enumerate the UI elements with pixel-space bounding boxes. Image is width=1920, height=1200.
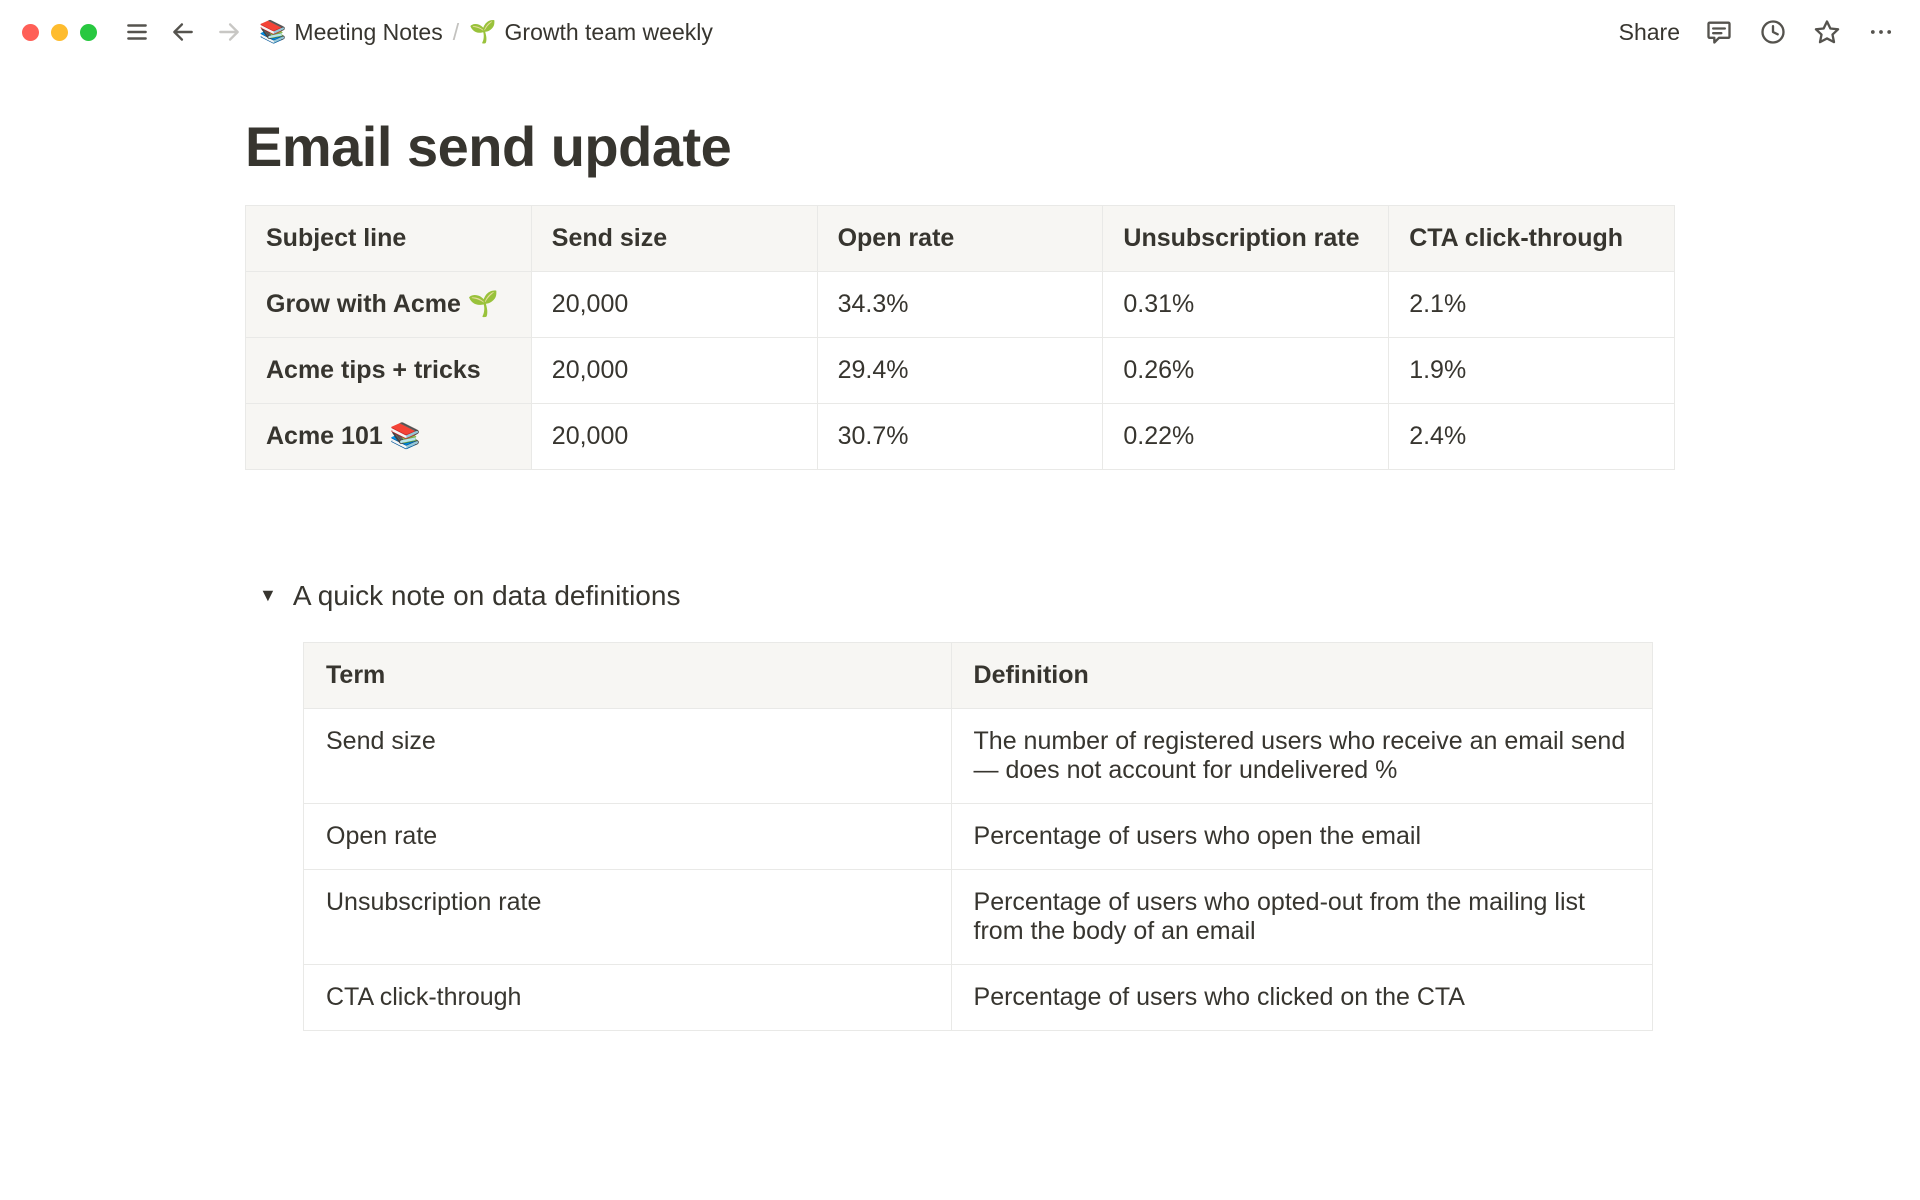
favorite-button[interactable]: [1812, 17, 1842, 47]
breadcrumb-parent-label: Meeting Notes: [294, 19, 442, 46]
star-icon: [1813, 18, 1841, 46]
table-row: CTA click-through Percentage of users wh…: [304, 965, 1653, 1031]
cell-open-rate: 29.4%: [817, 338, 1103, 404]
table-header-row: Subject line Send size Open rate Unsubsc…: [246, 206, 1675, 272]
toggle-label: A quick note on data definitions: [293, 580, 681, 612]
col-header-unsub-rate: Unsubscription rate: [1103, 206, 1389, 272]
cell-term: Unsubscription rate: [304, 870, 952, 965]
clock-icon: [1759, 18, 1787, 46]
col-header-open-rate: Open rate: [817, 206, 1103, 272]
table-row: Acme tips + tricks 20,000 29.4% 0.26% 1.…: [246, 338, 1675, 404]
col-header-term: Term: [304, 643, 952, 709]
cell-send-size: 20,000: [531, 404, 817, 470]
comment-icon: [1705, 18, 1733, 46]
page-content: Email send update Subject line Send size…: [245, 64, 1675, 1031]
cell-definition: Percentage of users who open the email: [951, 804, 1652, 870]
comments-button[interactable]: [1704, 17, 1734, 47]
table-row: Acme 101 📚 20,000 30.7% 0.22% 2.4%: [246, 404, 1675, 470]
seedling-icon: 🌱: [469, 21, 496, 43]
table-row: Grow with Acme 🌱 20,000 34.3% 0.31% 2.1%: [246, 272, 1675, 338]
cell-send-size: 20,000: [531, 272, 817, 338]
cell-unsub-rate: 0.31%: [1103, 272, 1389, 338]
window-minimize-button[interactable]: [51, 24, 68, 41]
app-window: 📚 Meeting Notes / 🌱 Growth team weekly S…: [0, 0, 1920, 1200]
breadcrumb-parent[interactable]: 📚 Meeting Notes: [259, 19, 443, 46]
email-metrics-table: Subject line Send size Open rate Unsubsc…: [245, 205, 1675, 470]
caret-down-icon: ▼: [259, 585, 277, 606]
cell-unsub-rate: 0.22%: [1103, 404, 1389, 470]
nav-forward-button[interactable]: [213, 16, 245, 48]
cell-term: Send size: [304, 709, 952, 804]
table-row: Send size The number of registered users…: [304, 709, 1653, 804]
breadcrumb-current-label: Growth team weekly: [505, 19, 713, 46]
arrow-right-icon: [216, 19, 242, 45]
definitions-table: Term Definition Send size The number of …: [303, 642, 1653, 1031]
cell-subject: Acme 101 📚: [246, 404, 532, 470]
cell-subject: Acme tips + tricks: [246, 338, 532, 404]
hamburger-icon: [124, 19, 150, 45]
toggle-header[interactable]: ▼ A quick note on data definitions: [259, 580, 1675, 612]
sidebar-toggle-button[interactable]: [121, 16, 153, 48]
arrow-left-icon: [170, 19, 196, 45]
window-controls: [22, 24, 97, 41]
cell-subject: Grow with Acme 🌱: [246, 272, 532, 338]
cell-cta: 1.9%: [1389, 338, 1675, 404]
cell-definition: Percentage of users who opted-out from t…: [951, 870, 1652, 965]
cell-cta: 2.4%: [1389, 404, 1675, 470]
breadcrumb-current[interactable]: 🌱 Growth team weekly: [469, 19, 713, 46]
toggle-block: ▼ A quick note on data definitions Term …: [259, 580, 1675, 1031]
cell-cta: 2.1%: [1389, 272, 1675, 338]
cell-definition: Percentage of users who clicked on the C…: [951, 965, 1652, 1031]
cell-open-rate: 30.7%: [817, 404, 1103, 470]
cell-send-size: 20,000: [531, 338, 817, 404]
more-button[interactable]: [1866, 17, 1896, 47]
topbar-right: Share: [1619, 17, 1896, 47]
breadcrumb: 📚 Meeting Notes / 🌱 Growth team weekly: [259, 19, 713, 46]
books-icon: 📚: [259, 21, 286, 43]
cell-definition: The number of registered users who recei…: [951, 709, 1652, 804]
window-maximize-button[interactable]: [80, 24, 97, 41]
nav-back-button[interactable]: [167, 16, 199, 48]
topbar-left: 📚 Meeting Notes / 🌱 Growth team weekly: [22, 16, 713, 48]
window-close-button[interactable]: [22, 24, 39, 41]
cell-term: Open rate: [304, 804, 952, 870]
table-row: Unsubscription rate Percentage of users …: [304, 870, 1653, 965]
ellipsis-icon: [1867, 18, 1895, 46]
col-header-cta: CTA click-through: [1389, 206, 1675, 272]
definitions-table-wrap: Term Definition Send size The number of …: [303, 642, 1675, 1031]
page-title: Email send update: [245, 114, 1675, 179]
table-row: Open rate Percentage of users who open t…: [304, 804, 1653, 870]
topbar: 📚 Meeting Notes / 🌱 Growth team weekly S…: [0, 0, 1920, 64]
col-header-send-size: Send size: [531, 206, 817, 272]
share-button[interactable]: Share: [1619, 19, 1680, 46]
col-header-subject: Subject line: [246, 206, 532, 272]
updates-button[interactable]: [1758, 17, 1788, 47]
col-header-definition: Definition: [951, 643, 1652, 709]
cell-open-rate: 34.3%: [817, 272, 1103, 338]
cell-unsub-rate: 0.26%: [1103, 338, 1389, 404]
cell-term: CTA click-through: [304, 965, 952, 1031]
table-header-row: Term Definition: [304, 643, 1653, 709]
breadcrumb-separator: /: [453, 19, 459, 46]
